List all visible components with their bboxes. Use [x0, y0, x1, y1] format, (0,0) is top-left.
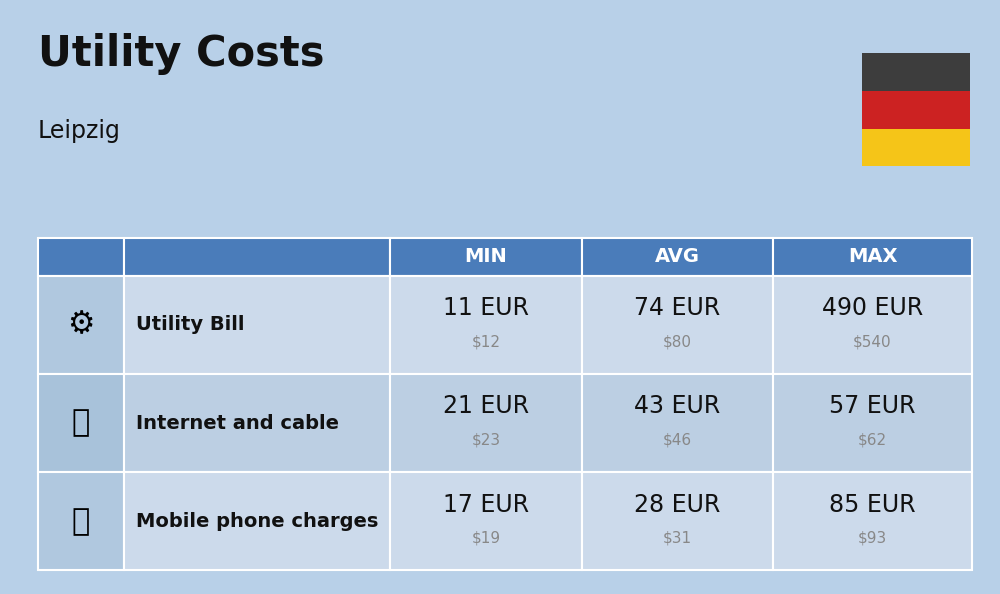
Text: 74 EUR: 74 EUR [634, 296, 720, 320]
Text: Mobile phone charges: Mobile phone charges [136, 511, 378, 530]
Text: $12: $12 [471, 334, 500, 349]
Text: 17 EUR: 17 EUR [443, 492, 529, 517]
Text: 85 EUR: 85 EUR [829, 492, 916, 517]
Text: $93: $93 [858, 530, 887, 545]
Text: AVG: AVG [655, 247, 700, 266]
Text: MAX: MAX [848, 247, 897, 266]
Text: $19: $19 [471, 530, 500, 545]
Text: ⚙: ⚙ [67, 311, 95, 339]
Text: Internet and cable: Internet and cable [136, 413, 339, 432]
Text: Leipzig: Leipzig [38, 119, 121, 143]
Text: 43 EUR: 43 EUR [634, 394, 720, 418]
Text: MIN: MIN [464, 247, 507, 266]
Text: 📱: 📱 [72, 507, 90, 536]
Text: $46: $46 [663, 432, 692, 447]
Text: $31: $31 [663, 530, 692, 545]
Text: Utility Bill: Utility Bill [136, 315, 244, 334]
Text: 490 EUR: 490 EUR [822, 296, 923, 320]
Text: $540: $540 [853, 334, 892, 349]
Text: 11 EUR: 11 EUR [443, 296, 529, 320]
Text: 21 EUR: 21 EUR [443, 394, 529, 418]
Text: 📶: 📶 [72, 409, 90, 438]
Text: $23: $23 [471, 432, 500, 447]
Text: $62: $62 [858, 432, 887, 447]
Text: Utility Costs: Utility Costs [38, 33, 324, 75]
Text: 57 EUR: 57 EUR [829, 394, 916, 418]
Text: 28 EUR: 28 EUR [634, 492, 721, 517]
Text: $80: $80 [663, 334, 692, 349]
